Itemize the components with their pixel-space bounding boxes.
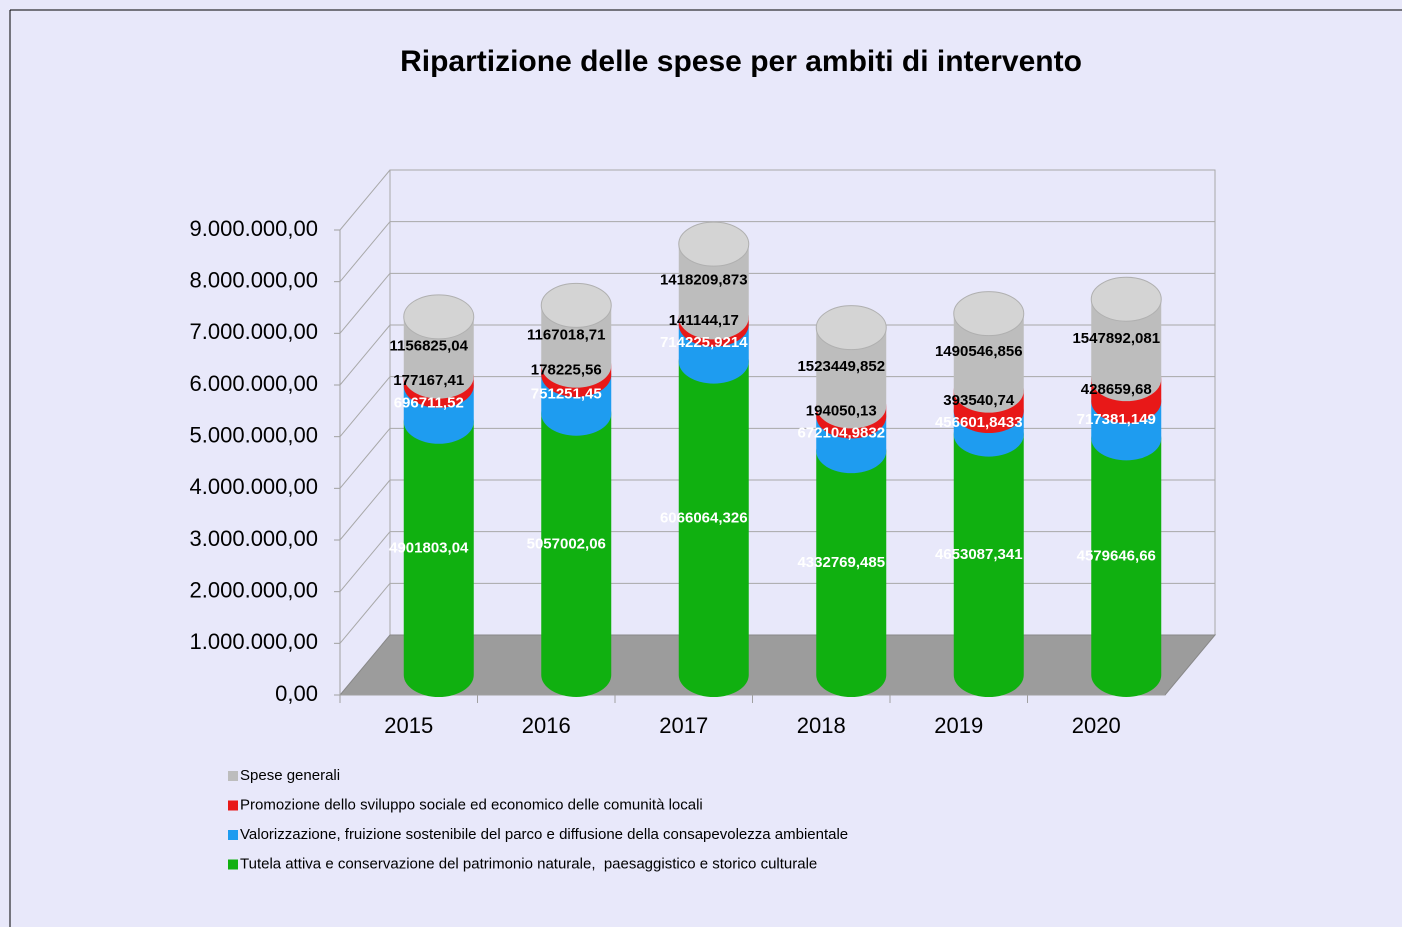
grid-line <box>339 324 391 386</box>
cylinder-cap <box>1090 276 1162 322</box>
y-tick-label: 9.000.000,00 <box>190 216 318 241</box>
legend-label: Promozione dello sviluppo sociale ed eco… <box>240 796 703 813</box>
grid-line <box>339 428 391 489</box>
value-label: 1547892,081 <box>1072 330 1160 347</box>
value-label: 751251,45 <box>531 385 602 402</box>
legend-swatch <box>228 859 238 870</box>
value-label: 194050,13 <box>806 402 877 419</box>
value-label: 4579646,66 <box>1077 548 1156 565</box>
cylinder-cap <box>403 294 475 340</box>
bar <box>1091 416 1162 697</box>
legend-swatch <box>228 771 238 781</box>
value-label: 1523449,852 <box>797 358 885 375</box>
y-tick-label: 3.000.000,00 <box>190 526 318 551</box>
value-label: 1167018,71 <box>527 327 605 344</box>
value-label: 428659,68 <box>1081 381 1152 398</box>
x-tick-label: 2017 <box>659 713 708 738</box>
value-label: 696711,52 <box>394 395 464 412</box>
value-label: 4901803,04 <box>389 539 469 556</box>
legend-swatch <box>228 800 238 811</box>
cylinder-cap <box>953 291 1025 337</box>
value-label: 393540,74 <box>943 392 1015 409</box>
y-tick-label: 4.000.000,00 <box>190 474 318 499</box>
y-tick-label: 8.000.000,00 <box>190 267 318 292</box>
bar <box>403 399 474 698</box>
value-label: 456601,8433 <box>935 414 1023 431</box>
x-tick-label: 2015 <box>384 713 433 738</box>
grid-line <box>339 273 391 334</box>
bar <box>678 339 749 698</box>
value-label: 6066064,326 <box>660 509 748 526</box>
grid-line <box>339 221 391 282</box>
value-label: 4653087,341 <box>935 546 1023 563</box>
grid-line <box>339 531 391 592</box>
bar <box>953 412 1024 698</box>
legend-swatch <box>228 830 238 840</box>
y-tick-label: 1.000.000,00 <box>190 629 318 654</box>
grid-line <box>339 376 391 437</box>
y-tick-label: 7.000.000,00 <box>190 319 318 344</box>
value-label: 1156825,04 <box>390 338 469 355</box>
y-tick-label: 5.000.000,00 <box>190 422 318 447</box>
value-label: 714225,9214 <box>660 334 748 351</box>
grid-line <box>339 583 391 644</box>
x-tick-label: 2016 <box>522 713 571 738</box>
grid-line <box>339 169 391 231</box>
chart-title: Ripartizione delle spese per ambiti di i… <box>400 45 1082 78</box>
grid-line <box>339 479 391 541</box>
value-label: 1418209,873 <box>660 272 748 289</box>
value-label: 717381,149 <box>1077 411 1156 428</box>
value-label: 141144,17 <box>669 312 739 329</box>
value-label: 178225,56 <box>531 361 602 378</box>
y-tick-label: 6.000.000,00 <box>190 371 318 396</box>
cylinder-cap <box>815 305 887 351</box>
legend-label: Valorizzazione, fruizione sostenibile de… <box>240 826 848 843</box>
value-label: 672104,9832 <box>797 425 885 442</box>
value-label: 1490546,856 <box>935 343 1023 360</box>
value-label: 5057002,06 <box>527 535 606 552</box>
y-tick-label: 0,00 <box>275 681 318 706</box>
cylinder-cap <box>678 221 750 267</box>
cylinder-cap <box>540 282 612 328</box>
y-tick-label: 2.000.000,00 <box>190 577 318 602</box>
x-tick-label: 2018 <box>797 713 846 738</box>
x-tick-label: 2020 <box>1072 713 1121 738</box>
bar <box>541 391 612 697</box>
x-tick-label: 2019 <box>934 713 983 738</box>
legend-label: Spese generali <box>240 767 340 784</box>
value-label: 177167,41 <box>393 372 464 389</box>
value-label: 4332769,485 <box>797 554 885 571</box>
legend-label: Tutela attiva e conservazione del patrim… <box>240 855 817 872</box>
bar <box>816 429 887 698</box>
